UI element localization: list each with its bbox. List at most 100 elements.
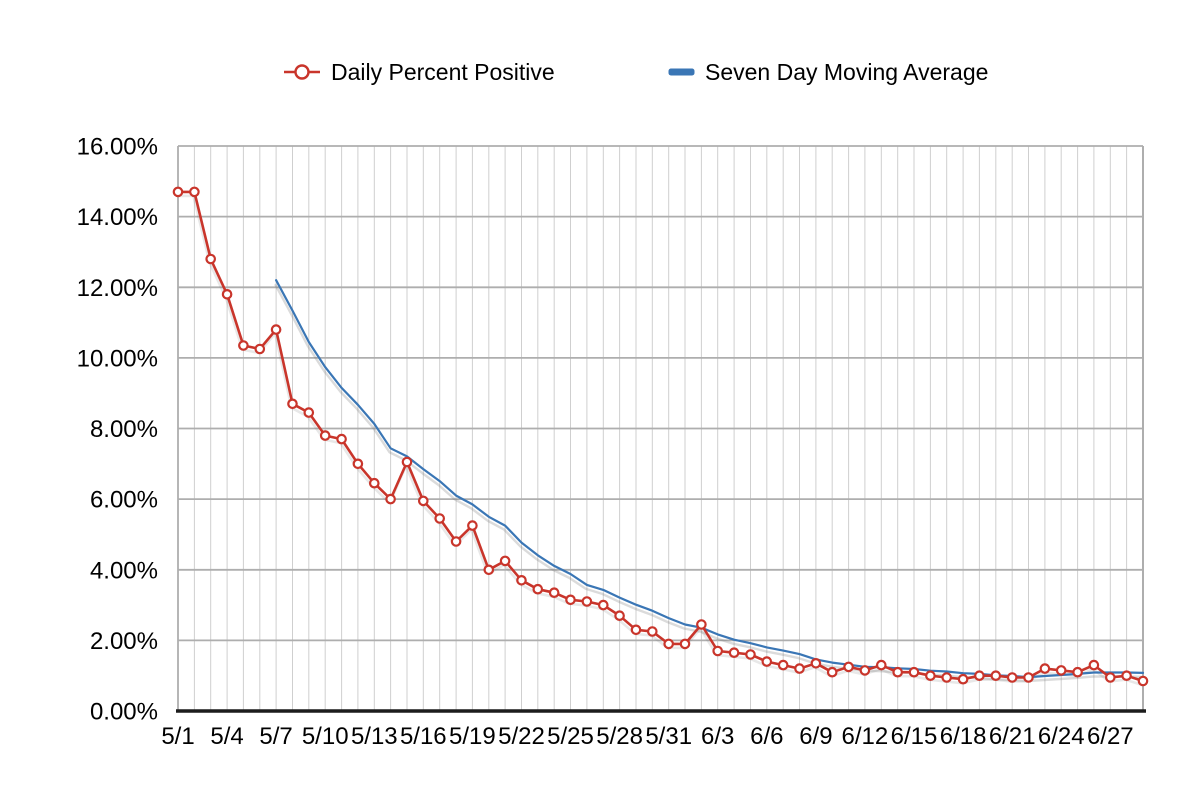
svg-text:5/13: 5/13 — [351, 723, 398, 750]
series-daily-percent-positive — [172, 186, 1149, 687]
data-point-marker — [908, 666, 920, 678]
data-point-marker — [696, 619, 707, 630]
svg-text:12.00%: 12.00% — [77, 275, 158, 302]
data-point-marker — [630, 624, 642, 636]
data-point-marker — [450, 536, 462, 547]
data-point-marker — [287, 398, 298, 410]
svg-text:5/25: 5/25 — [547, 723, 594, 750]
data-point-marker — [221, 288, 233, 300]
data-point-marker — [1023, 672, 1034, 683]
data-point-marker — [941, 672, 952, 683]
data-point-marker — [1039, 663, 1051, 674]
svg-text:5/16: 5/16 — [400, 723, 447, 750]
data-point-marker — [597, 599, 609, 611]
data-point-marker — [663, 638, 674, 650]
svg-text:5/19: 5/19 — [449, 723, 496, 750]
svg-text:5/4: 5/4 — [210, 723, 243, 750]
legend-item-seven-day-moving-average: Seven Day Moving Average — [668, 58, 988, 86]
svg-text:5/7: 5/7 — [259, 723, 292, 750]
data-point-marker — [254, 343, 266, 355]
data-point-marker — [1055, 665, 1067, 676]
data-point-marker — [859, 665, 871, 676]
legend-label-seven-day-moving-average: Seven Day Moving Average — [705, 58, 989, 85]
svg-text:6/18: 6/18 — [940, 723, 987, 750]
y-axis-tick-labels: 0.00% 2.00% 4.00% 6.00% 8.00% 10.00% 12.00% 14.… — [77, 134, 158, 726]
data-point-marker — [892, 666, 903, 678]
data-point-marker — [826, 666, 838, 678]
data-point-marker — [646, 626, 658, 637]
data-point-marker — [728, 647, 740, 658]
line-shadows — [177, 194, 1143, 687]
svg-text:2.00%: 2.00% — [90, 628, 158, 655]
data-point-marker — [957, 673, 969, 685]
data-point-marker — [1072, 666, 1083, 678]
data-point-marker — [712, 645, 723, 657]
data-point-marker — [434, 513, 445, 524]
svg-text:6/21: 6/21 — [989, 723, 1036, 750]
data-point-marker — [810, 657, 822, 669]
svg-text:0.00%: 0.00% — [90, 699, 158, 726]
data-point-marker — [172, 186, 184, 198]
series-seven-day-moving-average — [275, 279, 1145, 679]
svg-text:5/28: 5/28 — [596, 723, 643, 750]
svg-text:4.00%: 4.00% — [90, 557, 158, 584]
data-point-marker — [565, 594, 576, 606]
legend-item-daily-percent-positive: Daily Percent Positive — [283, 58, 555, 86]
x-axis-tick-labels: 5/1 5/4 5/7 5/10 5/13 5/16 5/19 5/22 5/25 5/28 5/3… — [161, 723, 1133, 750]
open-circle-line-marker-icon — [283, 60, 321, 84]
data-point-marker — [303, 407, 315, 418]
data-point-marker — [925, 670, 936, 681]
svg-text:6/3: 6/3 — [701, 723, 734, 750]
data-point-marker — [761, 656, 773, 667]
legend-label-daily-percent-positive: Daily Percent Positive — [331, 58, 555, 85]
data-point-marker — [1088, 659, 1100, 671]
svg-text:6/27: 6/27 — [1087, 723, 1134, 750]
data-point-marker — [238, 340, 249, 351]
data-point-marker — [467, 520, 478, 531]
data-point-marker — [385, 493, 396, 505]
svg-text:5/1: 5/1 — [161, 723, 194, 750]
data-point-marker — [1105, 672, 1116, 683]
data-point-marker — [581, 596, 593, 607]
data-point-marker — [516, 574, 527, 586]
svg-text:5/31: 5/31 — [645, 723, 692, 750]
horizontal-gridlines — [178, 145, 1143, 642]
svg-text:6/15: 6/15 — [891, 723, 938, 750]
data-point-marker — [843, 661, 854, 673]
data-point-marker — [483, 564, 495, 576]
data-point-marker — [745, 649, 756, 660]
data-point-marker — [777, 659, 789, 671]
svg-text:6/12: 6/12 — [842, 723, 889, 750]
svg-text:6/24: 6/24 — [1038, 723, 1085, 750]
data-point-marker — [401, 456, 413, 468]
data-point-marker — [1121, 670, 1132, 681]
dash-line-marker-icon — [668, 60, 695, 84]
data-point-marker — [1006, 672, 1018, 683]
svg-text:14.00%: 14.00% — [77, 204, 158, 231]
data-point-marker — [614, 610, 625, 621]
data-point-marker — [794, 663, 805, 674]
data-point-marker — [875, 659, 887, 671]
svg-text:5/22: 5/22 — [498, 723, 545, 750]
data-point-marker — [532, 583, 544, 595]
data-point-marker — [336, 433, 347, 445]
svg-text:16.00%: 16.00% — [77, 134, 158, 161]
data-point-marker — [319, 430, 331, 441]
svg-text:6.00%: 6.00% — [90, 487, 158, 514]
data-point-marker — [270, 324, 282, 335]
svg-text:6/6: 6/6 — [750, 723, 783, 750]
data-point-marker — [352, 458, 364, 470]
data-point-marker — [679, 638, 691, 650]
data-point-marker — [499, 555, 511, 567]
plot-borders — [177, 146, 1144, 711]
data-point-marker — [205, 253, 216, 265]
svg-text:5/10: 5/10 — [302, 723, 349, 750]
data-point-marker — [189, 186, 200, 198]
data-point-marker — [1137, 675, 1149, 687]
svg-text:6/9: 6/9 — [799, 723, 832, 750]
svg-text:8.00%: 8.00% — [90, 416, 158, 443]
svg-text:10.00%: 10.00% — [77, 345, 158, 372]
data-point-marker — [974, 670, 985, 681]
